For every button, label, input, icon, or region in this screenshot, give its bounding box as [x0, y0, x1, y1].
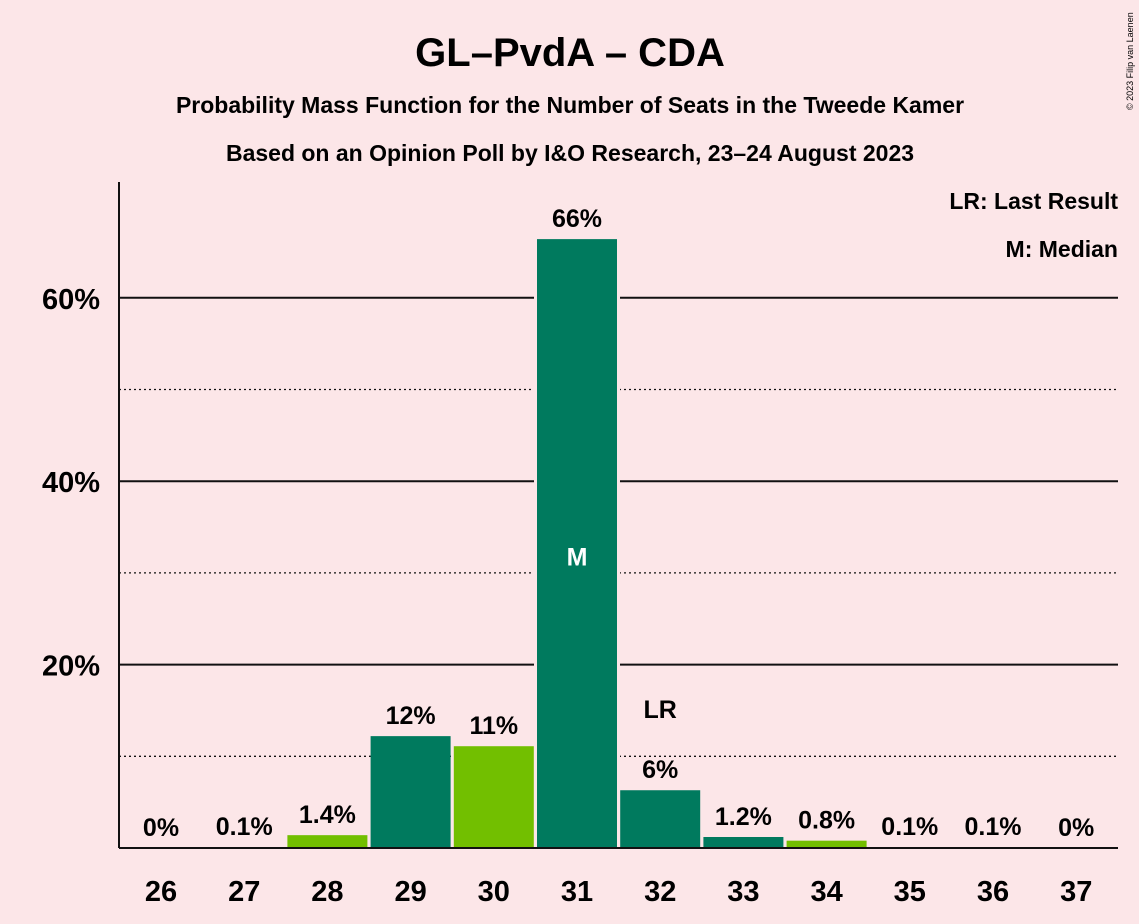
- data-label: 11%: [469, 712, 518, 740]
- x-tick-label: 28: [311, 876, 343, 908]
- legend-last-result: LR: Last Result: [949, 188, 1118, 214]
- bar: [453, 746, 534, 848]
- y-tick-label: 20%: [42, 651, 100, 683]
- data-label: 1.4%: [299, 801, 356, 829]
- data-label: 0.1%: [965, 813, 1022, 841]
- bar: [620, 790, 701, 848]
- bars: [204, 239, 1033, 848]
- last-result-marker: LR: [644, 696, 677, 724]
- bar: [537, 239, 617, 848]
- x-tick-label: 37: [1060, 876, 1092, 908]
- legend-median: M: Median: [1006, 236, 1118, 262]
- x-tick-label: 32: [644, 876, 676, 908]
- data-label: 12%: [386, 702, 436, 730]
- y-tick-label: 60%: [42, 284, 100, 316]
- x-tick-label: 26: [145, 876, 177, 908]
- data-label: 0.1%: [216, 813, 273, 841]
- x-tick-label: 27: [228, 876, 260, 908]
- y-axis-ticks: 20% 40% 60%: [42, 284, 100, 683]
- median-marker: M: [567, 544, 588, 572]
- data-label: 0%: [1058, 814, 1094, 842]
- x-tick-label: 35: [894, 876, 926, 908]
- x-tick-label: 30: [478, 876, 510, 908]
- chart-subtitle: Probability Mass Function for the Number…: [176, 92, 964, 118]
- data-label: 0.1%: [881, 813, 938, 841]
- data-label: 66%: [552, 205, 602, 233]
- data-label: 1.2%: [715, 803, 772, 831]
- bar: [703, 836, 784, 848]
- bar: [370, 736, 451, 848]
- x-tick-label: 34: [810, 876, 842, 908]
- data-label: 0.8%: [798, 807, 855, 835]
- data-label: 6%: [642, 756, 678, 784]
- y-tick-label: 40%: [42, 467, 100, 499]
- data-label: 0%: [143, 814, 179, 842]
- x-tick-label: 33: [727, 876, 759, 908]
- x-tick-label: 31: [561, 876, 593, 908]
- chart-title: GL–PvdA – CDA: [415, 31, 725, 75]
- copyright-text: © 2023 Filip van Laenen: [1125, 12, 1135, 110]
- x-tick-label: 36: [977, 876, 1009, 908]
- x-axis-ticks: 26 27 28 29 30 31 32 33 34 35 36 37: [145, 876, 1092, 908]
- bar: [287, 835, 368, 848]
- bar: [786, 840, 867, 848]
- data-labels: 0% 0.1% 1.4% 12% 11% 66% M 6% LR 1.2% 0.8% 0.1% 0.1%…: [143, 205, 1094, 842]
- chart-subtitle-source: Based on an Opinion Poll by I&O Research…: [226, 140, 914, 166]
- x-tick-label: 29: [394, 876, 426, 908]
